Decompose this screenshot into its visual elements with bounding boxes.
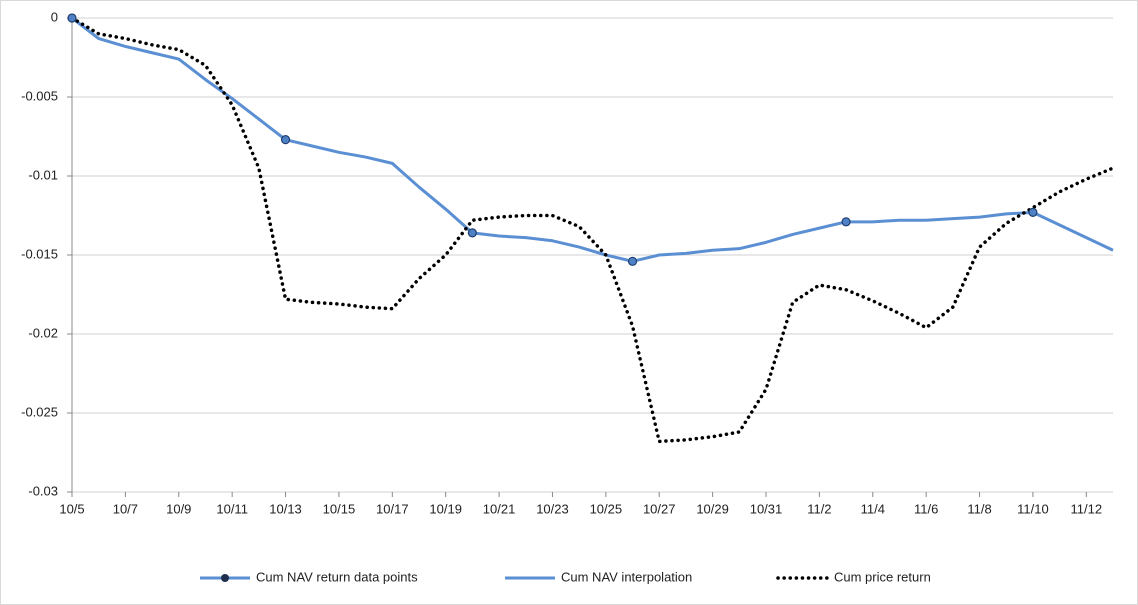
x-tick-label: 10/21 (483, 501, 516, 516)
y-tick-label: -0.03 (28, 483, 58, 498)
y-tick-label: -0.005 (21, 88, 58, 103)
x-tick-label: 11/2 (807, 501, 831, 516)
y-tick-label: 0 (51, 9, 58, 24)
x-tick-label: 10/7 (113, 501, 138, 516)
data-point (1028, 207, 1038, 217)
data-point (280, 135, 291, 145)
x-tick-label: 11/8 (967, 501, 991, 516)
y-tick-label: -0.025 (21, 404, 58, 419)
x-tick-label: 10/31 (750, 501, 783, 516)
legend-label: Cum price return (834, 569, 931, 584)
series-line (70, 16, 1115, 444)
legend-marker (221, 574, 229, 582)
y-tick-label: -0.02 (28, 325, 58, 340)
x-tick-label: 10/11 (216, 501, 248, 516)
data-point (67, 13, 77, 23)
x-tick-label: 10/9 (166, 501, 191, 516)
x-tick-label: 10/23 (536, 501, 569, 516)
data-point (467, 228, 477, 238)
x-tick-label: 11/6 (914, 501, 938, 516)
x-tick-label: 10/13 (269, 501, 302, 516)
x-tick-label: 10/17 (376, 501, 409, 516)
x-tick-label: 11/12 (1071, 501, 1103, 516)
y-tick-label: -0.015 (21, 246, 58, 261)
y-tick-label: -0.01 (28, 167, 58, 182)
x-tick-label: 10/25 (590, 501, 623, 516)
x-tick-label: 11/10 (1017, 501, 1049, 516)
x-tick-label: 10/19 (429, 501, 462, 516)
legend-label: Cum NAV return data points (256, 569, 418, 584)
x-tick-label: 10/15 (323, 501, 356, 516)
series-line (71, 16, 1114, 263)
x-tick-label: 10/27 (643, 501, 676, 516)
x-tick-label: 10/29 (696, 501, 729, 516)
legend-label: Cum NAV interpolation (561, 569, 692, 584)
data-point (841, 217, 851, 227)
data-point (627, 256, 638, 266)
x-tick-label: 11/4 (861, 501, 885, 516)
x-tick-label: 10/5 (59, 501, 84, 516)
